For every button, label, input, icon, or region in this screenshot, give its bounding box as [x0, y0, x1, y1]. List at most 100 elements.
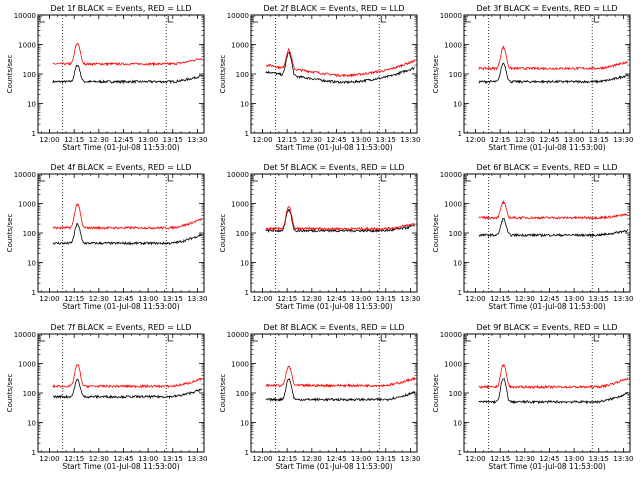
y-tick-label: 1 [32, 289, 36, 297]
corner-mark [465, 16, 471, 23]
plot-frame [37, 333, 205, 453]
x-axis-label: Start Time (01-Jul-08 11:53:00) [275, 462, 392, 471]
x-axis-label: Start Time (01-Jul-08 11:53:00) [488, 143, 605, 152]
y-axis-label: Counts/sec [432, 374, 440, 413]
x-tick-label: 13:30 [400, 136, 420, 144]
y-tick-label: 10000 [14, 12, 36, 20]
panel-title: Det 9f BLACK = Events, RED = LLD [476, 323, 617, 332]
x-tick-label: 13:30 [187, 455, 207, 463]
corner-mark [167, 16, 174, 23]
panel-title: Det 4f BLACK = Events, RED = LLD [50, 163, 191, 172]
y-tick-label: 1 [458, 130, 462, 138]
plot-frame [463, 173, 631, 293]
y-axis-label: Counts/sec [6, 374, 14, 413]
y-tick-label: 1 [245, 130, 249, 138]
x-tick-label: 12:30 [89, 455, 109, 463]
x-tick-label: 13:30 [613, 455, 633, 463]
plot-frame [250, 14, 418, 134]
corner-mark [380, 16, 387, 23]
x-axis-label: Start Time (01-Jul-08 11:53:00) [62, 462, 179, 471]
y-tick-label: 10000 [440, 331, 462, 339]
x-tick-label: 12:45 [326, 295, 346, 303]
y-tick-label: 1000 [18, 42, 36, 50]
y-tick-label: 1 [458, 449, 462, 457]
plot-frame [37, 14, 205, 134]
event-rate-line [52, 64, 203, 85]
x-tick-label: 12:45 [113, 136, 133, 144]
event-rate-line [265, 378, 416, 403]
y-tick-label: 100 [449, 71, 462, 79]
y-tick-label: 1000 [18, 201, 36, 209]
x-tick-label: 13:30 [613, 295, 633, 303]
x-tick-label: 13:00 [138, 455, 158, 463]
y-axis-label: Counts/sec [432, 214, 440, 253]
x-tick-label: 12:15 [277, 295, 297, 303]
x-tick-label: 13:15 [376, 295, 396, 303]
panel-det-1: Det 1f BLACK = Events, RED = LLD 1 10 100 10… [6, 4, 208, 152]
x-tick-label: 12:30 [302, 295, 322, 303]
y-tick-label: 1 [32, 130, 36, 138]
y-tick-label: 100 [236, 230, 249, 238]
y-tick-label: 10000 [14, 171, 36, 179]
y-tick-label: 1000 [231, 42, 249, 50]
y-axis-label: Counts/sec [219, 374, 227, 413]
x-tick-label: 13:15 [589, 136, 609, 144]
x-tick-label: 12:00 [465, 295, 485, 303]
panel-title: Det 6f BLACK = Events, RED = LLD [476, 163, 617, 172]
y-axis-label: Counts/sec [219, 214, 227, 253]
corner-mark [252, 16, 258, 23]
y-tick-label: 100 [23, 71, 36, 79]
panel-det-8: Det 8f BLACK = Events, RED = LLD 1 10 100 10… [219, 323, 421, 471]
x-tick-label: 13:30 [400, 455, 420, 463]
lld-rate-line [52, 202, 203, 231]
corner-mark [380, 335, 387, 342]
x-tick-label: 13:00 [351, 136, 371, 144]
y-tick-label: 10000 [227, 171, 249, 179]
plot-frame [250, 333, 418, 453]
x-tick-label: 12:30 [515, 136, 535, 144]
x-tick-label: 12:00 [252, 455, 272, 463]
x-tick-label: 12:45 [539, 295, 559, 303]
x-tick-label: 13:00 [564, 295, 584, 303]
x-tick-label: 12:00 [465, 455, 485, 463]
corner-mark [380, 175, 387, 182]
event-rate-line [478, 377, 629, 405]
corner-mark [465, 175, 471, 182]
lld-rate-line [478, 363, 629, 390]
x-tick-label: 13:00 [351, 455, 371, 463]
x-tick-label: 12:00 [39, 455, 59, 463]
x-axis-label: Start Time (01-Jul-08 11:53:00) [62, 302, 179, 311]
x-tick-label: 12:45 [539, 136, 559, 144]
panel-title: Det 1f BLACK = Events, RED = LLD [50, 4, 191, 13]
x-tick-label: 13:30 [400, 295, 420, 303]
y-tick-label: 10000 [227, 12, 249, 20]
x-tick-label: 12:45 [113, 295, 133, 303]
corner-mark [593, 335, 600, 342]
panel-title: Det 5f BLACK = Events, RED = LLD [263, 163, 404, 172]
x-tick-label: 12:45 [326, 455, 346, 463]
x-tick-label: 13:15 [376, 136, 396, 144]
event-rate-line [52, 223, 202, 246]
lld-rate-line [52, 42, 202, 67]
y-axis-label: Counts/sec [6, 55, 14, 94]
y-tick-label: 10 [453, 260, 462, 268]
y-tick-label: 10 [27, 420, 36, 428]
panel-det-7: Det 7f BLACK = Events, RED = LLD 1 10 100 10… [6, 323, 208, 471]
x-tick-label: 13:00 [138, 295, 158, 303]
y-tick-label: 1000 [444, 361, 462, 369]
y-axis-label: Counts/sec [432, 55, 440, 94]
lld-rate-line [265, 205, 416, 232]
y-tick-label: 10000 [440, 171, 462, 179]
x-tick-label: 13:00 [564, 455, 584, 463]
x-tick-label: 12:15 [277, 136, 297, 144]
lld-rate-line [265, 365, 416, 389]
corner-mark [167, 335, 174, 342]
x-tick-label: 12:45 [113, 455, 133, 463]
corner-mark [465, 335, 471, 342]
x-axis-label: Start Time (01-Jul-08 11:53:00) [62, 143, 179, 152]
x-tick-label: 12:45 [539, 455, 559, 463]
x-tick-label: 12:30 [515, 455, 535, 463]
event-rate-line [478, 62, 629, 85]
y-tick-label: 10000 [440, 12, 462, 20]
